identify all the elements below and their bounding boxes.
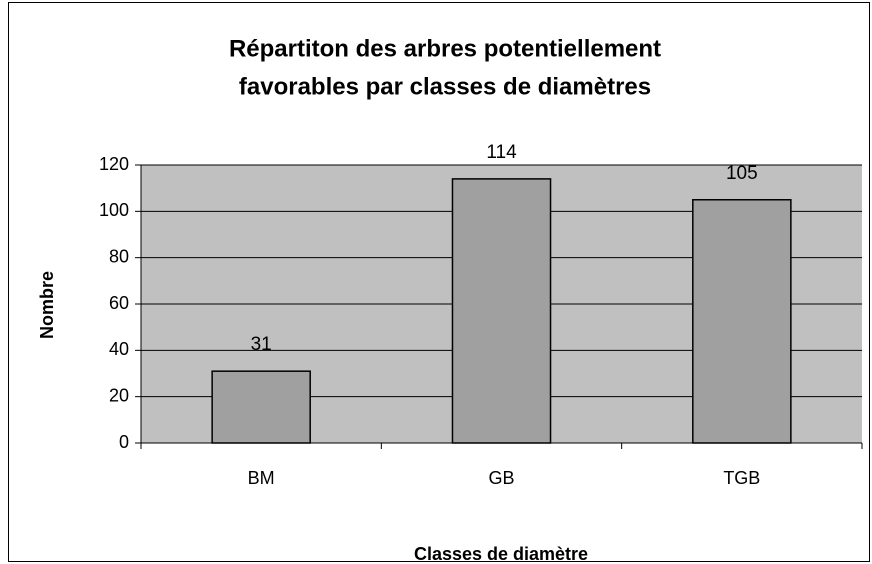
x-axis-title: Classes de diamètre	[414, 544, 588, 564]
y-tick-label: 20	[109, 385, 129, 405]
x-tick-label: BM	[248, 468, 275, 488]
x-tick-label: TGB	[723, 468, 760, 488]
data-label: 31	[251, 334, 272, 355]
y-tick-label: 100	[99, 200, 129, 220]
x-tick-label: GB	[488, 468, 514, 488]
chart-title: Répartiton des arbres potentiellement	[229, 35, 661, 62]
data-label: 114	[486, 142, 517, 163]
y-tick-label: 0	[119, 432, 129, 452]
y-tick-label: 120	[99, 154, 129, 174]
chart-title: favorables par classes de diamètres	[239, 73, 651, 100]
y-tick-label: 60	[109, 293, 129, 313]
bar	[692, 199, 792, 444]
y-tick-label: 80	[109, 246, 129, 266]
y-axis-title: Nombre	[37, 271, 57, 339]
bar	[451, 178, 552, 444]
data-label: 105	[726, 163, 758, 184]
y-tick-label: 40	[109, 339, 129, 359]
bar	[211, 370, 311, 444]
